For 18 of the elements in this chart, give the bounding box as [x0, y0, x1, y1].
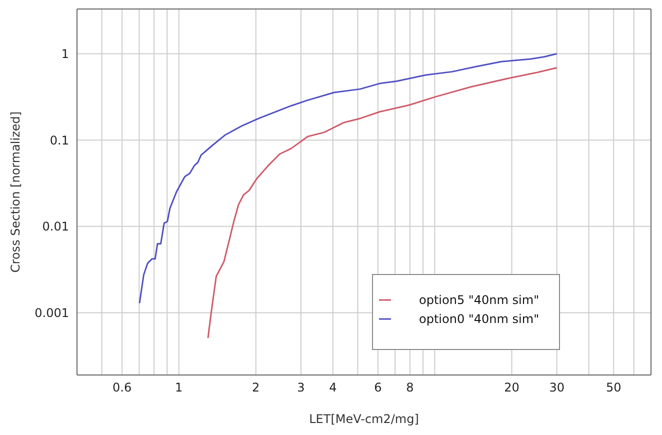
x-tick-label: 2	[252, 380, 260, 395]
x-tick-label: 4	[329, 380, 337, 395]
x-tick-label: 8	[406, 380, 414, 395]
x-tick-label: 50	[606, 380, 622, 395]
x-tick-label: 30	[549, 380, 564, 395]
x-tick-label: 0.6	[112, 380, 132, 395]
y-tick-label: 0.1	[50, 133, 69, 148]
x-tick-label: 20	[504, 380, 520, 395]
x-tick-label: 6	[374, 380, 382, 395]
x-axis-title: LET[MeV-cm2/mg]	[309, 412, 419, 426]
x-tick-label: 3	[297, 380, 305, 395]
y-tick-label: 1	[61, 47, 69, 62]
y-tick-label: 0.001	[34, 306, 69, 320]
x-tick-label: 1	[175, 380, 183, 395]
legend-label: option0 "40nm sim"	[419, 312, 540, 326]
y-axis-title: Cross Section [normalized]	[8, 111, 22, 273]
legend-label: option5 "40nm sim"	[419, 293, 540, 307]
y-tick-label: 0.01	[42, 220, 69, 234]
